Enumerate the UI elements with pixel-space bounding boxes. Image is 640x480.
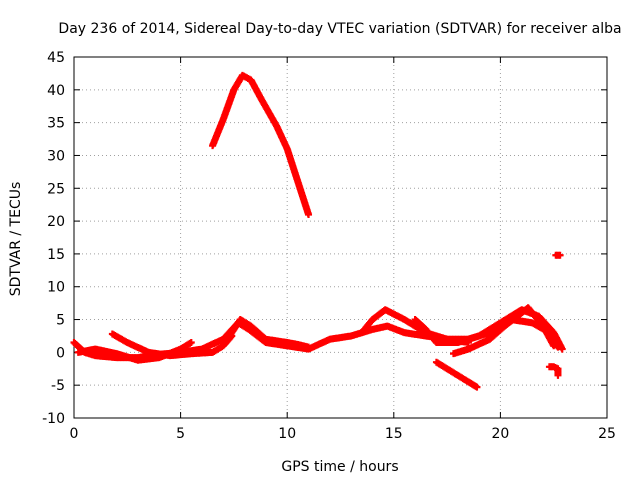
grid-lines [74,57,607,418]
series-arc-h [432,358,481,391]
x-axis-label: GPS time / hours [281,459,398,475]
data-point [305,343,313,351]
series-arc-g [449,304,558,358]
data-point [558,345,566,353]
x-tick-label: 5 [176,426,185,442]
chart-title: Day 236 of 2014, Sidereal Day-to-day VTE… [58,21,621,37]
series-arc-j [545,363,562,379]
data-point [554,343,562,351]
x-tick-label: 20 [491,426,509,442]
y-tick-label: 40 [47,83,65,99]
y-tick-label: 10 [47,280,65,296]
y-tick-label: 20 [47,214,65,230]
y-tick-label: -5 [51,378,65,394]
data-point [187,339,195,347]
y-tick-label: 25 [47,181,65,197]
x-tick-label: 10 [278,426,296,442]
y-tick-label: 0 [56,345,65,361]
y-tick-label: 45 [47,50,65,66]
series-arc-high [209,71,313,219]
x-tick-label: 25 [598,426,616,442]
y-tick-label: 15 [47,247,65,263]
data-point [473,383,481,391]
x-tick-label: 0 [70,426,79,442]
y-tick-label: 35 [47,116,65,132]
series-arc-d [226,316,313,351]
series-arc-i [545,330,562,351]
y-axis-label: SDTVAR / TECUs [8,182,24,297]
data-point [556,251,564,259]
x-tick-label: 15 [385,426,403,442]
y-tick-label: -10 [42,411,65,427]
y-tick-label: 5 [56,313,65,329]
y-tick-label: 30 [47,148,65,164]
series-arc-k [552,251,564,259]
data-points [70,71,566,391]
plot-frame [73,56,608,419]
data-point [554,371,562,379]
data-point [305,211,313,219]
axis-ticks: 0 5 10 15 20 25 -10 -5 0 5 10 15 20 25 30 35 40 45 [42,50,616,442]
